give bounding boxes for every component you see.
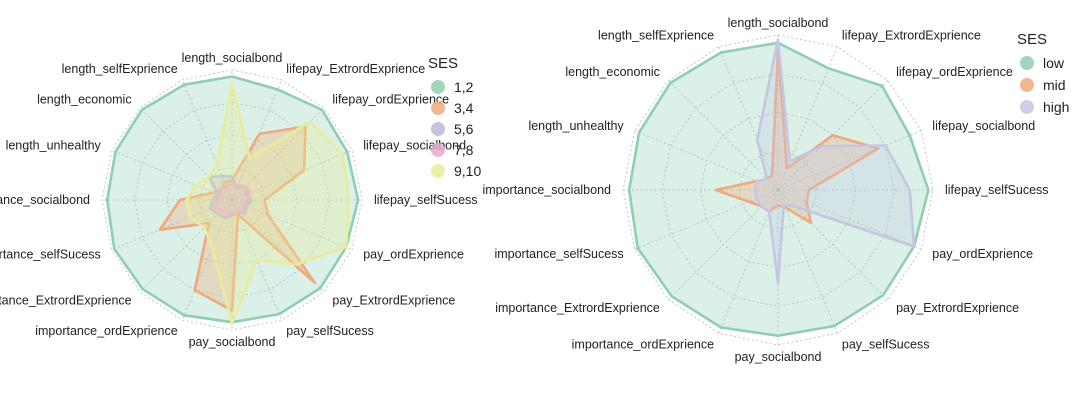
series-polygon-7-8 (212, 183, 252, 216)
axis-label: lifepay_ordExprience (332, 93, 449, 107)
legend-label: 1,2 (454, 79, 474, 95)
series-polygon-9-10 (185, 81, 351, 325)
grid-spoke (231, 149, 353, 201)
grid-spoke (777, 46, 838, 191)
grid-spoke (181, 79, 233, 201)
grid-spoke (777, 130, 922, 191)
axis-label: pay_selfSucess (842, 337, 930, 351)
legend-label: 9,10 (454, 163, 481, 179)
legend-swatch (431, 143, 445, 157)
legend-label: 5,6 (454, 121, 474, 137)
series-polygon-high (753, 38, 916, 285)
legend-label: 3,4 (454, 100, 474, 116)
axis-label: importance_ordExprience (572, 337, 714, 351)
axis-label: importance_socialbond (0, 193, 90, 207)
axis-label: importance_ordExprience (35, 324, 177, 338)
grid-ring (101, 69, 363, 331)
axis-label: length_socialbond (182, 51, 283, 65)
legend-swatch (431, 80, 445, 94)
axis-label: pay_ExtrordExprience (896, 301, 1019, 315)
axis-label: lifepay_socialbond (932, 119, 1035, 133)
legend-label: low (1043, 55, 1065, 71)
legend-swatch (1020, 56, 1034, 70)
legend-label: mid (1043, 77, 1066, 93)
legend-swatch (431, 122, 445, 136)
series-polygon-5-6 (207, 174, 253, 220)
axis-label: importance_socialbond (482, 183, 611, 197)
grid-spoke (231, 199, 353, 251)
grid-spoke (139, 199, 233, 293)
axis-label: lifepay_ExtrordExprience (286, 62, 425, 76)
axis-label: pay_ordExprience (363, 247, 464, 261)
legend-title: SES (428, 55, 458, 72)
grid-spoke (668, 189, 779, 300)
legend-swatch (431, 164, 445, 178)
grid-spoke (718, 189, 779, 334)
axis-label: pay_ordExprience (932, 247, 1033, 261)
axis-label: length_unhealthy (6, 139, 102, 153)
legend-left: SES 1,2 3,4 5,6 7,8 9,10 (428, 55, 481, 179)
grid-spoke (777, 189, 888, 300)
axis-label: importance_ExtrordExprience (495, 301, 660, 315)
grid-spoke (634, 189, 779, 250)
axis-label: lifepay_ordExprience (896, 65, 1013, 79)
grid-ring (622, 34, 934, 346)
axis-label: length_selfExprience (62, 62, 178, 76)
axis-label: lifepay_selfSucess (374, 193, 478, 207)
legend-label: high (1043, 99, 1069, 115)
legend-swatch (1020, 100, 1034, 114)
grid-ring (661, 73, 895, 307)
grid-spoke (111, 149, 233, 201)
axis-label: lifepay_ExtrordExprience (842, 29, 981, 43)
grid-spoke (777, 189, 922, 250)
axis-label: length_selfExprience (598, 29, 714, 43)
axis-label: length_unhealthy (528, 119, 624, 133)
axis-label: length_socialbond (728, 16, 829, 30)
axis-label: lifepay_socialbond (363, 139, 466, 153)
axis-label: pay_socialbond (189, 335, 276, 349)
legend-swatch (431, 101, 445, 115)
axis-label: importance_selfSucess (0, 247, 101, 261)
grid-spoke (139, 107, 233, 201)
axis-label: length_economic (37, 93, 132, 107)
legend-swatch (1020, 78, 1034, 92)
axis-label: length_economic (565, 65, 660, 79)
axis-label: lifepay_selfSucess (945, 183, 1049, 197)
axis-label: pay_socialbond (735, 350, 822, 364)
grid-spoke (668, 80, 779, 191)
grid-spoke (111, 199, 233, 251)
legend-label: 7,8 (454, 142, 474, 158)
radar-chart-left: length_socialbondlifepay_ExtrordExprienc… (0, 51, 478, 349)
grid-spoke (777, 189, 838, 334)
grid-spoke (181, 199, 233, 321)
axis-label: importance_selfSucess (494, 247, 623, 261)
legend-title: SES (1017, 31, 1047, 48)
grid-spoke (718, 46, 779, 191)
axis-label: pay_ExtrordExprience (332, 293, 455, 307)
legend-right: SES low mid high (1017, 31, 1069, 115)
grid-spoke (634, 130, 779, 191)
axis-label: importance_ExtrordExprience (0, 293, 132, 307)
radar-chart-right: length_socialbond lifepay_ExtrordExprienc… (482, 16, 1048, 364)
axis-label: pay_selfSucess (286, 324, 374, 338)
series-polygon-low (627, 41, 930, 338)
